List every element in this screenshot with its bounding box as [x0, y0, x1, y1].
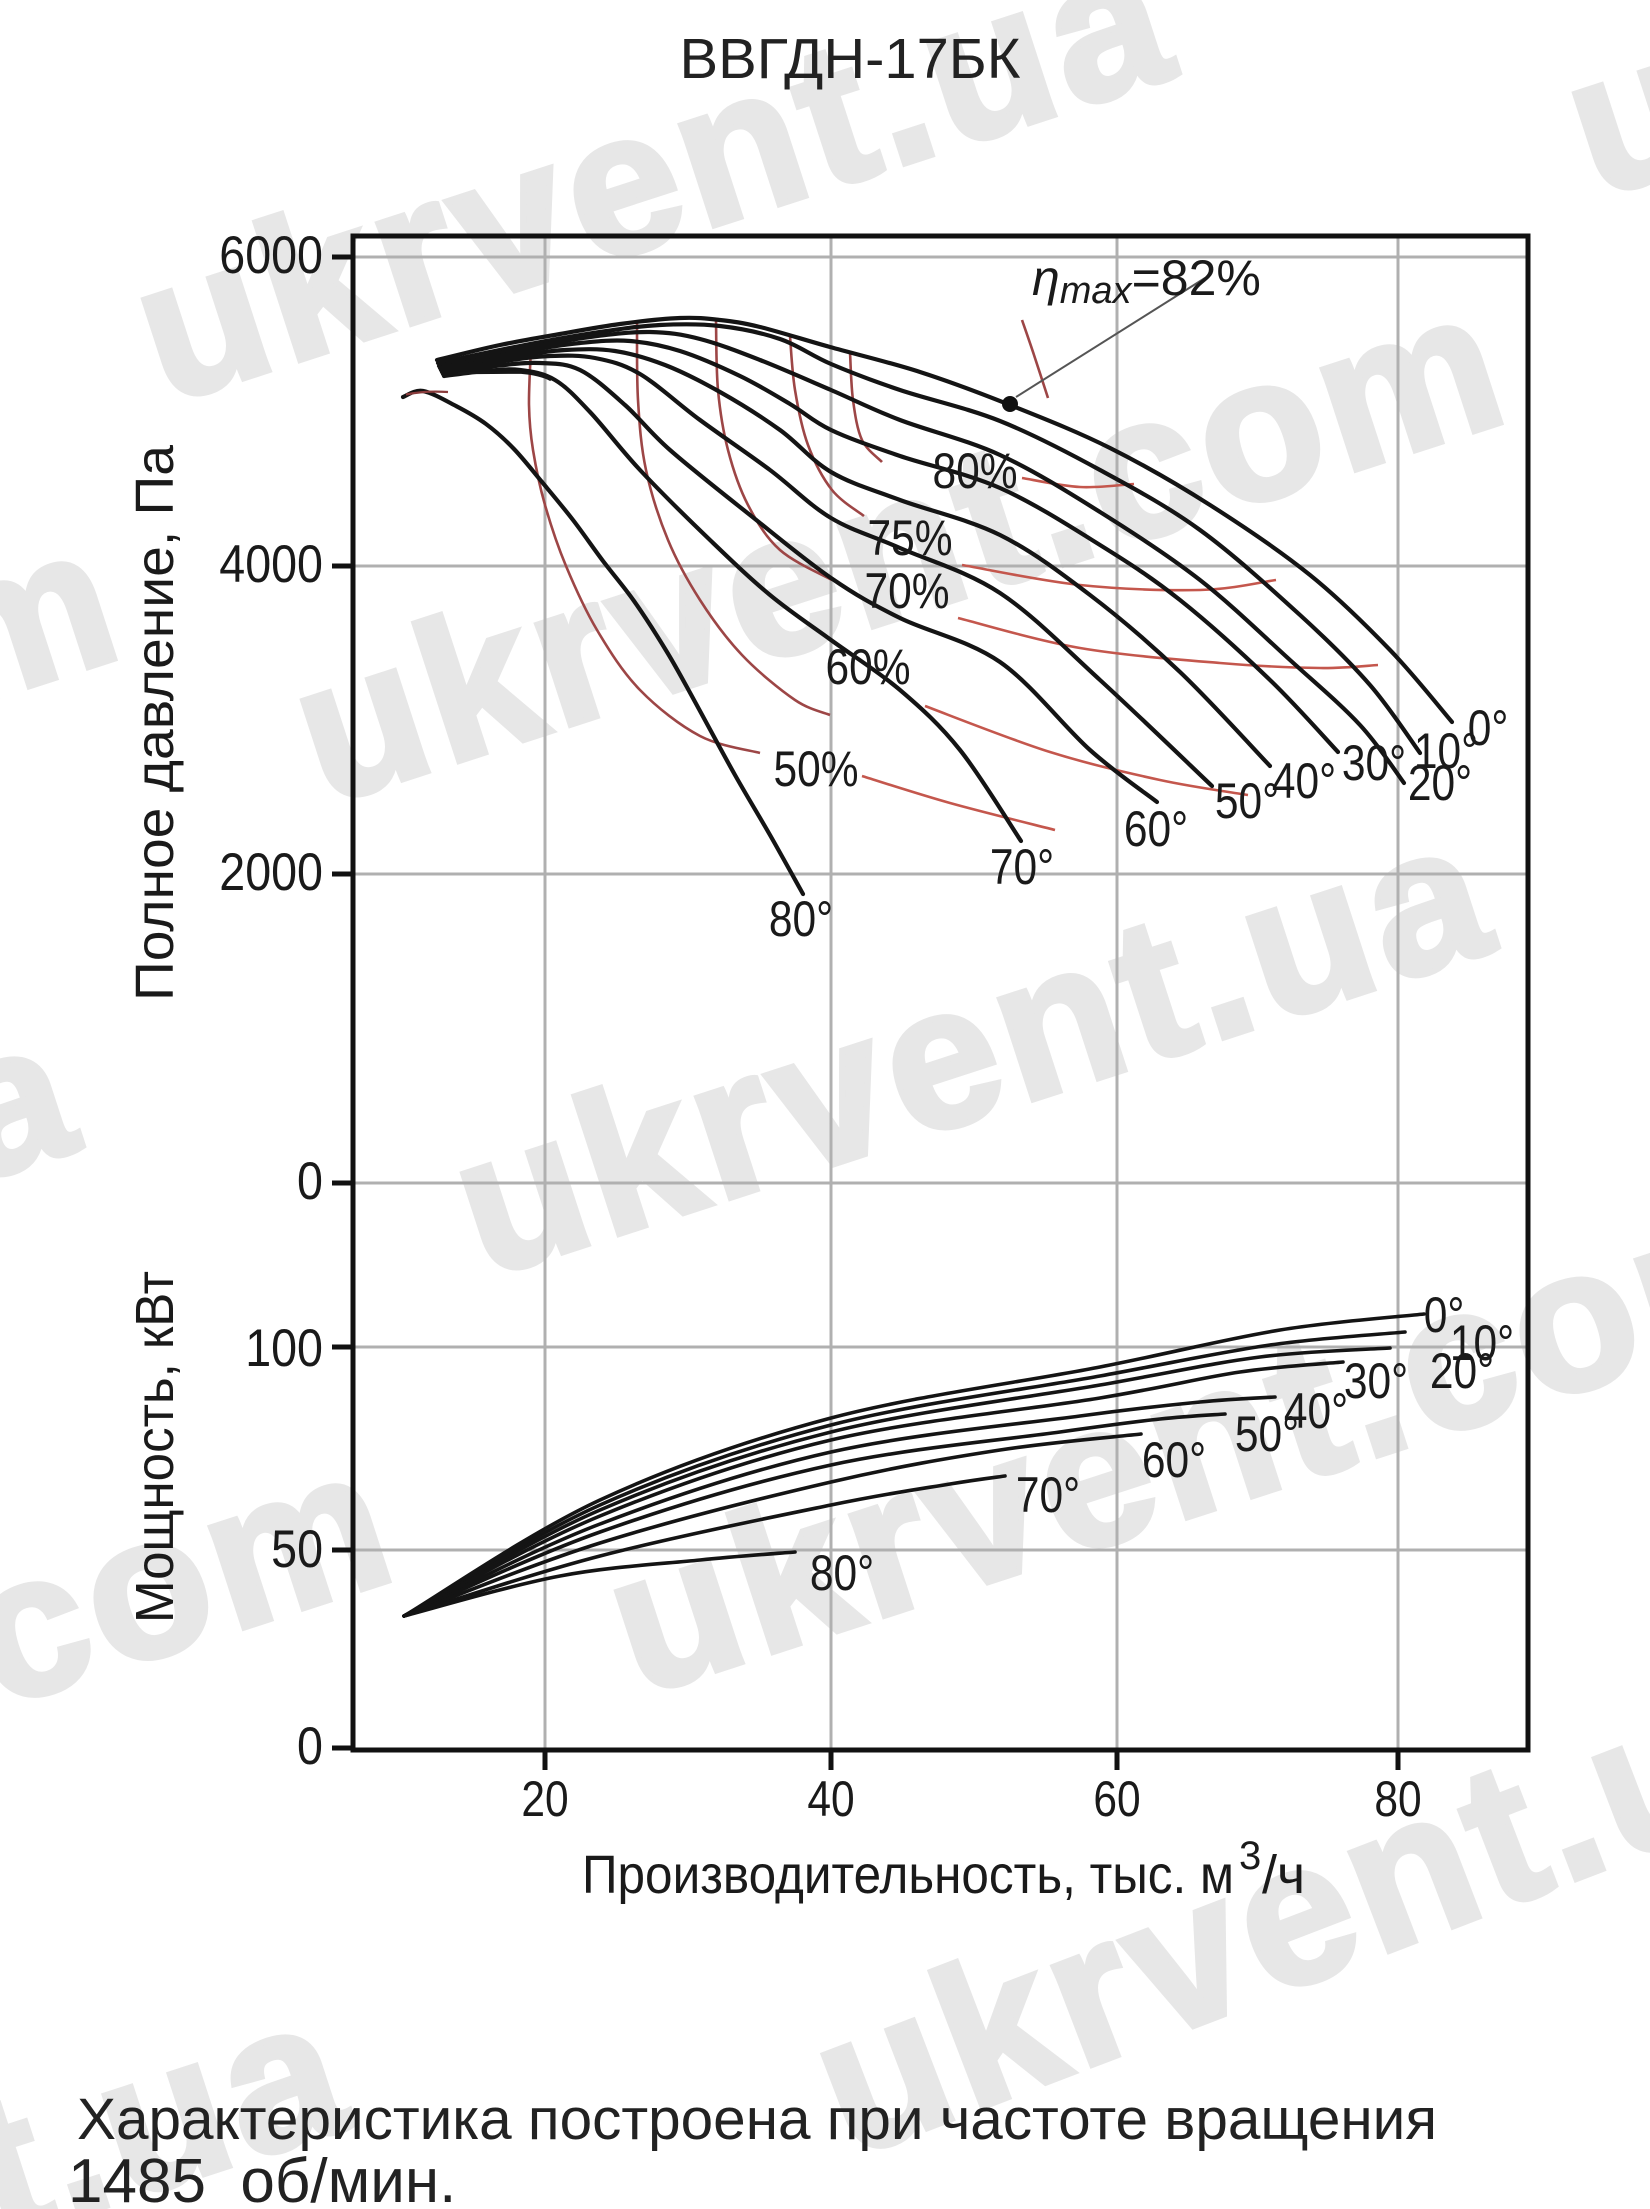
svg-text:70°: 70° — [990, 839, 1054, 895]
svg-text:60°: 60° — [1142, 1432, 1206, 1488]
svg-text:Характеристика построена при ч: Характеристика построена при частоте вра… — [77, 2087, 1437, 2152]
svg-text:60: 60 — [1093, 1771, 1140, 1827]
svg-text:6000: 6000 — [219, 225, 323, 284]
svg-text:80°: 80° — [810, 1545, 874, 1601]
svg-text:60%: 60% — [825, 639, 910, 695]
svg-text:20°: 20° — [1408, 755, 1472, 811]
svg-text:50: 50 — [271, 1519, 323, 1578]
svg-text:0: 0 — [297, 1716, 323, 1775]
svg-text:3: 3 — [1239, 1834, 1261, 1878]
svg-text:1485 об/мин.: 1485 об/мин. — [68, 2147, 456, 2209]
svg-text:50°: 50° — [1215, 773, 1279, 829]
svg-text:75%: 75% — [867, 510, 952, 566]
svg-text:40: 40 — [807, 1771, 854, 1827]
svg-text:ВВГДН-17БК: ВВГДН-17БК — [680, 27, 1021, 91]
svg-text:20: 20 — [521, 1771, 568, 1827]
svg-text:10°: 10° — [1414, 723, 1478, 779]
svg-text:20°: 20° — [1430, 1343, 1494, 1399]
svg-text:10°: 10° — [1450, 1315, 1514, 1371]
svg-text:40°: 40° — [1272, 753, 1336, 809]
svg-text:60°: 60° — [1124, 801, 1188, 857]
svg-text:Полное давление, Па: Полное давление, Па — [125, 444, 185, 1001]
svg-text:70%: 70% — [864, 563, 949, 619]
svg-text:/ч: /ч — [1262, 1845, 1305, 1905]
svg-text:50°: 50° — [1235, 1406, 1299, 1462]
svg-text:Производительность, тыс. м: Производительность, тыс. м — [582, 1845, 1234, 1905]
svg-text:Мощность, кВт: Мощность, кВт — [125, 1271, 185, 1623]
svg-text:30°: 30° — [1344, 1353, 1408, 1409]
svg-text:40°: 40° — [1284, 1383, 1348, 1439]
svg-text:0°: 0° — [1468, 700, 1509, 756]
svg-text:50%: 50% — [773, 741, 858, 797]
svg-text:80: 80 — [1374, 1771, 1421, 1827]
svg-text:100: 100 — [245, 1318, 323, 1377]
svg-text:30°: 30° — [1342, 735, 1406, 791]
svg-text:0°: 0° — [1424, 1287, 1465, 1343]
svg-text:80°: 80° — [769, 891, 833, 947]
svg-text:0: 0 — [297, 1151, 323, 1210]
svg-text:4000: 4000 — [219, 534, 323, 593]
svg-text:80%: 80% — [932, 443, 1017, 499]
svg-text:2000: 2000 — [219, 842, 323, 901]
svg-text:ηmax=82%: ηmax=82% — [1032, 250, 1261, 312]
svg-text:70°: 70° — [1016, 1467, 1080, 1523]
